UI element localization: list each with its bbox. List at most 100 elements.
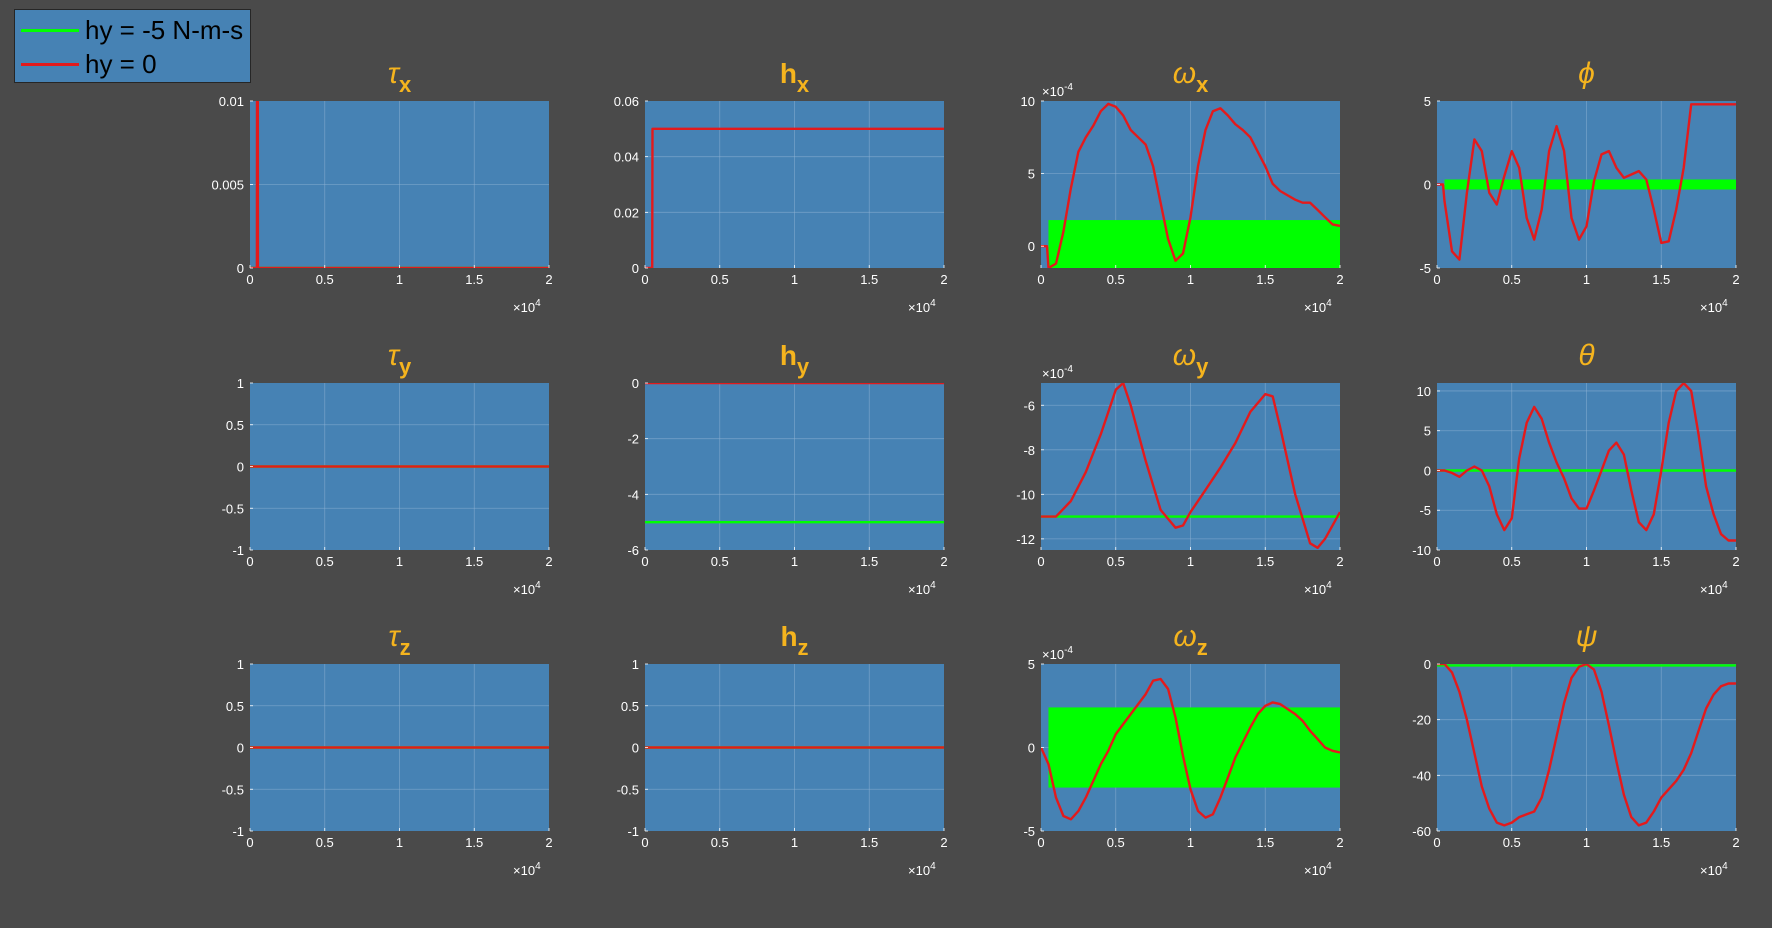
x-tick-label: 0.5 <box>711 554 729 569</box>
subplot-10: 0 0.5 1 1.5 2 -1 -0.5 0 0.5 1 ×104 hz <box>617 621 948 878</box>
y-tick-label: 0 <box>237 261 244 276</box>
y-tick-label: -4 <box>627 487 639 502</box>
subplot-6: 0 0.5 1 1.5 2 -6 -4 -2 0 ×104 hy <box>627 340 947 597</box>
y-tick-label: 0 <box>1424 657 1431 672</box>
y-tick-label: 0 <box>237 460 244 475</box>
subplot-1: 0 0.5 1 1.5 2 0 0.005 0.01 ×104 τx <box>211 57 552 315</box>
plot-area <box>1041 102 1340 268</box>
subplot-title-subscript: z <box>400 635 411 660</box>
subplot-7: 0 0.5 1 1.5 2 -12 -10 -8 -6 ×104 ×10-4 ωy <box>1016 339 1343 597</box>
subplot-title-subscript: z <box>1197 635 1208 660</box>
series-band-green <box>1444 179 1736 190</box>
legend-label-green: hy = -5 N-m-s <box>85 15 244 45</box>
x-tick-label: 1.5 <box>860 554 878 569</box>
x-exponent-label: ×104 <box>513 861 541 878</box>
x-tick-label: 0.5 <box>711 835 729 850</box>
x-tick-label: 1 <box>791 272 798 287</box>
x-tick-label: 1.5 <box>1652 554 1670 569</box>
plot-area <box>1437 664 1736 827</box>
x-tick-label: 0 <box>1037 554 1044 569</box>
series-line-red <box>645 127 944 268</box>
y-tick-label: -1 <box>232 543 244 558</box>
y-tick-label: -1 <box>627 824 639 839</box>
y-tick-label: -0.5 <box>222 782 244 797</box>
y-tick-label: 0.01 <box>219 94 244 109</box>
subplot-title-subscript: y <box>1196 354 1209 379</box>
plot-area <box>1041 383 1340 549</box>
x-tick-label: 0 <box>246 272 253 287</box>
x-tick-label: 1 <box>791 554 798 569</box>
y-tick-label: -12 <box>1016 532 1035 547</box>
subplot-title: τz <box>388 620 410 660</box>
y-tick-label: 0.04 <box>614 150 639 165</box>
series-line-red <box>1437 664 1736 827</box>
subplot-5: 0 0.5 1 1.5 2 -1 -0.5 0 0.5 1 ×104 τy <box>222 339 553 597</box>
y-tick-label: 5 <box>1028 657 1035 672</box>
x-exponent-power: 4 <box>930 298 936 309</box>
y-tick-label: 0 <box>632 261 639 276</box>
x-exponent-power: 4 <box>535 298 541 309</box>
subplot-title: θ <box>1578 339 1595 372</box>
subplot-8: 0 0.5 1 1.5 2 -10 -5 0 5 10 ×104 θ <box>1412 339 1739 597</box>
x-tick-label: 1 <box>1187 554 1194 569</box>
x-tick-label: 1.5 <box>1256 835 1274 850</box>
x-tick-label: 0 <box>641 835 648 850</box>
x-tick-label: 1 <box>791 835 798 850</box>
x-tick-label: 1.5 <box>860 835 878 850</box>
legend-swatch-red <box>21 63 79 66</box>
x-tick-label: 1.5 <box>1256 554 1274 569</box>
x-exponent-power: 4 <box>535 580 541 591</box>
x-tick-label: 2 <box>1732 272 1739 287</box>
x-exponent-label: ×104 <box>1304 861 1332 878</box>
y-exponent-label: ×10-4 <box>1042 82 1073 99</box>
subplot-title-subscript: x <box>399 72 412 97</box>
x-tick-label: 1 <box>1583 835 1590 850</box>
x-exponent-label: ×104 <box>908 298 936 315</box>
x-tick-label: 2 <box>940 554 947 569</box>
subplot-9: 0 0.5 1 1.5 2 -1 -0.5 0 0.5 1 ×104 τz <box>222 620 553 878</box>
x-tick-label: 0.5 <box>316 272 334 287</box>
y-tick-label: 5 <box>1424 424 1431 439</box>
x-exponent-power: 4 <box>1326 861 1332 872</box>
y-tick-label: 1 <box>237 376 244 391</box>
x-exponent-label: ×104 <box>1700 580 1728 597</box>
series-band-green <box>1048 707 1340 788</box>
x-exponent-label: ×104 <box>908 580 936 597</box>
y-exponent-label: ×10-4 <box>1042 645 1073 662</box>
x-tick-label: 1 <box>1583 272 1590 287</box>
x-tick-label: 0.5 <box>1107 554 1125 569</box>
x-tick-label: 0 <box>1037 835 1044 850</box>
series-line-red <box>1041 383 1340 549</box>
x-tick-label: 0.5 <box>1503 554 1521 569</box>
x-tick-label: 2 <box>1336 835 1343 850</box>
series-line-red <box>1437 383 1736 542</box>
y-tick-label: 10 <box>1021 94 1035 109</box>
y-tick-label: 1 <box>632 657 639 672</box>
x-tick-label: 1.5 <box>465 554 483 569</box>
y-tick-label: 0 <box>1424 463 1431 478</box>
subplot-title: ωy <box>1173 339 1209 379</box>
y-tick-label: -6 <box>627 543 639 558</box>
y-tick-label: -8 <box>1023 443 1035 458</box>
series-band-green <box>1048 220 1340 268</box>
plot-area <box>1437 383 1736 542</box>
x-tick-label: 1.5 <box>1256 272 1274 287</box>
x-exponent-label: ×104 <box>908 861 936 878</box>
x-tick-label: 1 <box>396 272 403 287</box>
x-exponent-label: ×104 <box>1304 580 1332 597</box>
x-exponent-power: 4 <box>1326 580 1332 591</box>
y-tick-label: -20 <box>1412 713 1431 728</box>
y-tick-label: 5 <box>1028 167 1035 182</box>
y-exponent-power: -4 <box>1064 364 1073 375</box>
subplot-12: 0 0.5 1 1.5 2 -60 -40 -20 0 ×104 ψ <box>1412 620 1739 878</box>
subplot-title-subscript: x <box>797 72 810 97</box>
y-tick-label: 0 <box>1028 741 1035 756</box>
x-exponent-power: 4 <box>930 861 936 872</box>
subplot-title-subscript: y <box>797 354 810 379</box>
y-tick-label: -6 <box>1023 398 1035 413</box>
y-tick-label: -10 <box>1412 543 1431 558</box>
y-tick-label: -10 <box>1016 487 1035 502</box>
x-tick-label: 2 <box>1732 835 1739 850</box>
